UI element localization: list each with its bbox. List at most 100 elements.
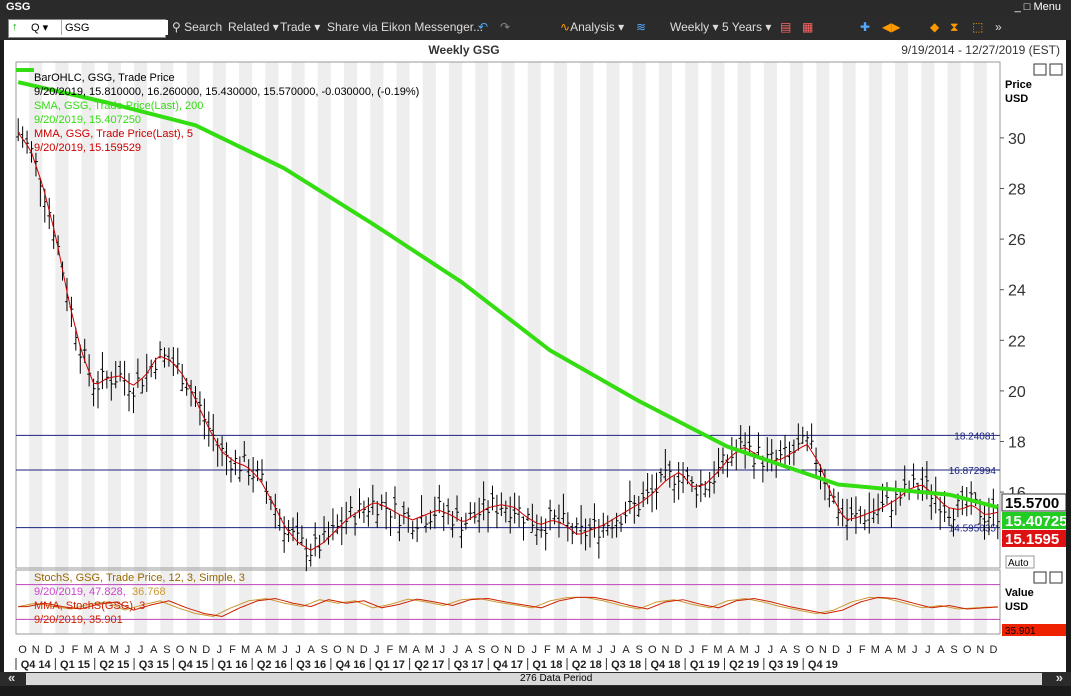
date-range: 9/19/2014 - 12/27/2019 (EST) (901, 43, 1060, 57)
share-button[interactable]: Share via Eikon Messenger... (327, 20, 484, 34)
nav-arrows-icon[interactable]: ◀▶ (882, 20, 901, 34)
draw-icon[interactable]: ⬚ (972, 20, 984, 34)
month-label: S (478, 644, 485, 656)
up-arrow-icon[interactable]: ↑ (12, 21, 18, 33)
chart-title: Weekly GSG (428, 43, 500, 57)
month-label: J (689, 644, 695, 656)
reference-line-label: 16.872994 (949, 466, 997, 477)
quarter-label: Q4 15 (178, 659, 208, 671)
trade-menu[interactable]: Trade ▾ (280, 20, 321, 34)
chart-type-icon[interactable]: ▤ (780, 20, 792, 34)
month-band (790, 62, 804, 634)
month-label: M (398, 644, 407, 656)
month-label: A (98, 644, 106, 656)
price-axis-label: Price (1005, 79, 1032, 91)
window-titlebar: GSG _ □ Menu (0, 0, 1071, 16)
month-label: S (321, 644, 328, 656)
pane-control-icon (1033, 571, 1047, 584)
month-label: A (937, 644, 945, 656)
last-value-text: 15.40725 (1005, 513, 1066, 530)
redo-icon[interactable]: ↷ (500, 20, 511, 34)
crosshair-icon[interactable]: ✚ (860, 20, 871, 34)
quarter-label: Q1 15 (60, 659, 90, 671)
month-band (921, 62, 935, 634)
range-select[interactable]: 5 Years ▾ (722, 20, 772, 34)
month-band (55, 62, 69, 634)
month-band (527, 62, 541, 634)
window-controls[interactable]: _ □ Menu (1015, 1, 1061, 13)
month-label: O (18, 644, 27, 656)
month-label: J (846, 644, 852, 656)
minimize-icon[interactable]: _ (1014, 1, 1021, 13)
search-button[interactable]: ⚲ Search (172, 20, 223, 34)
quarter-label: Q2 15 (99, 659, 129, 671)
month-label: N (661, 644, 669, 656)
month-label: A (412, 644, 420, 656)
month-label: D (832, 644, 840, 656)
related-menu[interactable]: Related ▾ (228, 20, 279, 34)
month-label: A (150, 644, 158, 656)
month-label: F (72, 644, 79, 656)
month-band (344, 62, 358, 634)
scroll-right-icon[interactable]: » (1055, 670, 1063, 685)
month-label: O (805, 644, 814, 656)
month-label: M (267, 644, 276, 656)
menu-label[interactable]: Menu (1033, 1, 1061, 13)
month-label: M (425, 644, 434, 656)
y-tick-label: 30 (1008, 131, 1026, 148)
quarter-label: Q2 16 (257, 659, 287, 671)
last-value-badge (1001, 493, 1066, 512)
quarter-label: Q1 19 (690, 659, 720, 671)
month-label: M (740, 644, 749, 656)
month-label: N (504, 644, 512, 656)
legend-mma: MMA, GSG, Trade Price(Last), 5 (34, 128, 193, 140)
month-band (448, 62, 463, 634)
undo-icon[interactable]: ↶ (478, 20, 489, 34)
last-value-badge (1002, 511, 1066, 529)
month-band (947, 62, 961, 634)
y-tick-label: 18 (1008, 435, 1026, 452)
interval-select[interactable]: Weekly ▾ (670, 20, 719, 34)
month-label: O (491, 644, 500, 656)
window-title: GSG (6, 1, 31, 13)
ric-box[interactable]: ↑ Q ▾ (8, 19, 168, 38)
month-band (973, 62, 987, 634)
price-chart[interactable]: 1618202224262830PriceUSDValueUSDAuto18.2… (4, 40, 1066, 672)
sma-legend-swatch (16, 68, 34, 72)
value-axis-unit: USD (1005, 601, 1028, 613)
time-scrollbar[interactable] (26, 673, 1042, 685)
month-band (265, 62, 279, 634)
month-label: M (84, 644, 93, 656)
month-band (291, 62, 305, 634)
month-label: J (755, 644, 761, 656)
month-label: D (989, 644, 997, 656)
last-value-text: 15.1595 (1005, 531, 1059, 548)
month-label: S (793, 644, 800, 656)
zoom-icon[interactable]: ◆ (930, 20, 940, 34)
toolbar: ↑ Q ▾ ⚲ Search Related ▾ Trade ▾ Share v… (0, 16, 1071, 40)
month-label: J (912, 644, 918, 656)
month-band (186, 62, 200, 634)
analysis-menu[interactable]: ∿Analysis ▾ (560, 20, 625, 34)
month-label: A (570, 644, 578, 656)
month-label: J (59, 644, 65, 656)
quarter-label: Q1 16 (217, 659, 247, 671)
month-label: N (347, 644, 355, 656)
more-icon[interactable]: » (995, 20, 1002, 34)
stoch-badge (1002, 624, 1066, 636)
price-pane-border (15, 61, 1001, 569)
quote-dropdown[interactable]: Q ▾ (31, 22, 49, 34)
quarter-label: Q4 16 (336, 659, 366, 671)
scroll-left-icon[interactable]: « (8, 670, 16, 685)
hourglass-icon[interactable]: ⧗ (950, 20, 959, 34)
reference-line-label: 18.24081 (954, 431, 996, 442)
wave-icon[interactable]: ≋ (636, 20, 647, 34)
quarter-label: Q3 17 (454, 659, 484, 671)
quarter-label: Q3 16 (296, 659, 326, 671)
compare-icon[interactable]: ▦ (802, 20, 814, 34)
maximize-icon[interactable]: □ (1023, 1, 1031, 13)
month-label: J (453, 644, 459, 656)
month-band (763, 62, 777, 634)
ric-input[interactable] (61, 20, 168, 35)
data-period-label: 276 Data Period (520, 673, 593, 684)
